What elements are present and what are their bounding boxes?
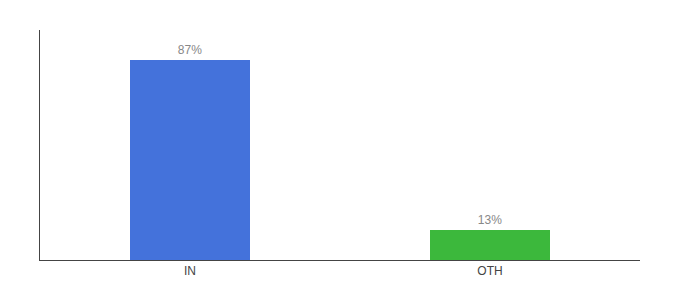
svg-text:13%: 13% — [478, 213, 502, 227]
svg-text:87%: 87% — [178, 43, 202, 57]
svg-text:IN: IN — [184, 264, 196, 278]
svg-text:OTH: OTH — [477, 264, 502, 278]
